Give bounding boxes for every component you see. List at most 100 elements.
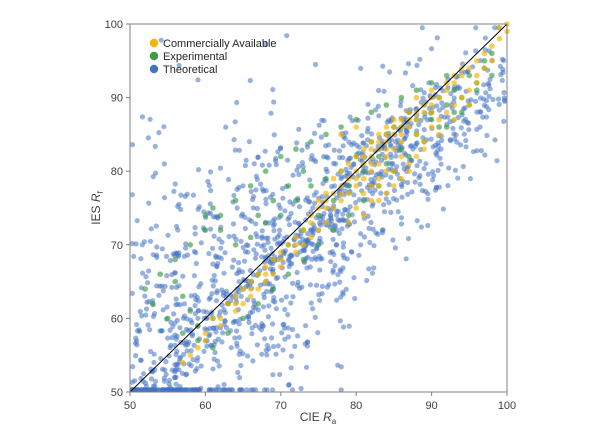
point-theoretical (434, 35, 440, 41)
point-theoretical (231, 233, 237, 239)
point-theoretical (373, 230, 379, 236)
point-experimental (278, 153, 284, 160)
point-commercial (413, 94, 420, 101)
point-theoretical (161, 124, 167, 130)
point-theoretical (417, 181, 423, 187)
point-theoretical (297, 233, 303, 239)
point-theoretical (209, 277, 215, 283)
point-theoretical (147, 387, 153, 393)
point-experimental (315, 212, 322, 219)
point-theoretical (282, 248, 289, 254)
point-theoretical (501, 118, 507, 124)
point-experimental (210, 345, 216, 351)
point-commercial (481, 50, 488, 57)
point-experimental (489, 50, 495, 57)
point-commercial (496, 24, 503, 31)
x-tick-label: 90 (425, 400, 437, 412)
point-theoretical (292, 343, 298, 349)
point-theoretical (236, 147, 242, 153)
point-theoretical (221, 270, 227, 276)
point-commercial (368, 139, 375, 145)
point-theoretical (264, 352, 270, 358)
point-theoretical (151, 351, 157, 357)
point-experimental (293, 146, 299, 152)
point-theoretical (431, 173, 437, 179)
point-theoretical (484, 132, 490, 139)
point-theoretical (239, 269, 246, 275)
point-theoretical (167, 327, 173, 333)
point-theoretical (188, 387, 194, 393)
point-experimental (300, 168, 307, 174)
point-theoretical (171, 311, 177, 317)
point-commercial (187, 352, 194, 359)
point-commercial (232, 308, 239, 314)
point-commercial (338, 131, 344, 138)
point-theoretical (192, 303, 198, 309)
point-theoretical (249, 331, 255, 337)
point-theoretical (483, 114, 490, 120)
point-theoretical (400, 161, 406, 167)
point-theoretical (337, 318, 343, 324)
point-theoretical (174, 223, 180, 230)
point-theoretical (303, 217, 309, 223)
point-theoretical (294, 269, 300, 276)
point-commercial (247, 286, 254, 292)
point-experimental (308, 139, 314, 145)
point-theoretical (240, 277, 247, 283)
point-experimental (451, 109, 458, 116)
point-theoretical (381, 88, 387, 94)
point-experimental (180, 330, 186, 336)
point-theoretical (494, 158, 500, 164)
point-theoretical (446, 165, 452, 171)
point-theoretical (173, 387, 179, 393)
point-commercial (443, 87, 450, 93)
point-theoretical (403, 256, 409, 262)
point-experimental (255, 300, 261, 307)
point-theoretical (368, 219, 374, 226)
point-theoretical (156, 130, 162, 136)
point-theoretical (220, 330, 226, 336)
point-theoretical (359, 133, 365, 139)
point-experimental (428, 80, 435, 86)
point-theoretical (188, 363, 194, 369)
point-theoretical (288, 300, 294, 306)
point-theoretical (232, 147, 238, 153)
point-theoretical (328, 213, 334, 219)
point-theoretical (132, 340, 139, 346)
point-commercial (368, 183, 375, 189)
point-theoretical (339, 217, 345, 223)
point-theoretical (405, 191, 411, 197)
point-theoretical (147, 238, 154, 244)
point-experimental (270, 286, 277, 292)
point-theoretical (250, 205, 256, 211)
point-theoretical (189, 333, 195, 339)
point-theoretical (177, 302, 183, 308)
point-commercial (338, 190, 344, 197)
point-theoretical (279, 330, 285, 336)
point-theoretical (347, 204, 353, 210)
point-theoretical (313, 189, 319, 195)
point-theoretical (473, 48, 479, 54)
point-theoretical (434, 152, 440, 158)
point-theoretical (244, 314, 250, 320)
point-theoretical (312, 200, 318, 206)
point-theoretical (136, 387, 142, 393)
point-theoretical (300, 164, 306, 170)
legend-label: Commercially Available (163, 38, 277, 50)
point-theoretical (386, 200, 392, 206)
point-theoretical (435, 167, 441, 173)
point-theoretical (271, 228, 277, 234)
point-theoretical (271, 221, 277, 227)
point-experimental (217, 227, 224, 233)
point-theoretical (437, 85, 443, 91)
point-theoretical (277, 371, 283, 378)
point-theoretical (417, 173, 423, 179)
point-theoretical (366, 266, 372, 272)
point-commercial (338, 168, 344, 174)
point-theoretical (398, 221, 405, 227)
point-theoretical (305, 231, 311, 237)
point-theoretical (410, 83, 416, 89)
point-theoretical (262, 247, 268, 253)
point-experimental (315, 242, 322, 248)
point-theoretical (211, 356, 217, 362)
